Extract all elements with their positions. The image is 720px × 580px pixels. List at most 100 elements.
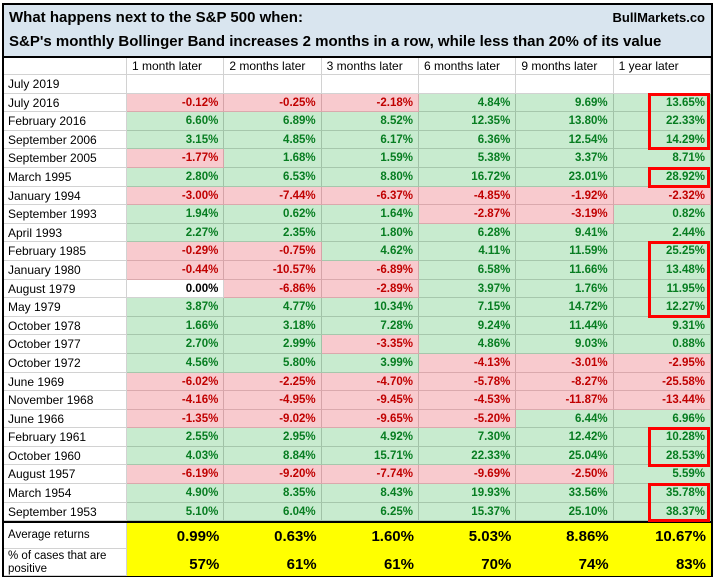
value-cell: -4.85% [418,186,517,206]
table-row: September 2006 3.15% 4.85% 6.17% 6.36% 12.54%… [4,130,711,150]
value-cell: 3.99% [321,353,419,373]
value-cell: 0.88% [613,335,711,354]
value-cell: -6.89% [321,260,419,280]
table-row: September 1993 1.94% 0.62% 1.64% -2.87% -3.19… [4,205,711,224]
value-cell: 8.84% [224,446,322,466]
summary-value-cell: 10.67% [613,523,711,550]
date-cell: July 2019 [4,75,127,94]
value-cell: 5.38% [418,149,517,168]
value-cell: 3.37% [516,149,614,168]
value-cell: 38.37% [613,502,711,522]
value-cell: 6.96% [613,409,711,429]
value-cell: -4.70% [321,372,419,392]
date-cell: February 1961 [4,428,127,447]
value-cell [321,75,419,94]
value-cell: -6.37% [321,186,419,206]
value-cell: -3.00% [127,186,225,206]
value-cell: 2.70% [127,335,225,354]
value-cell: -2.32% [613,186,711,206]
value-cell: 1.76% [516,279,614,299]
summary-rows: Average returns 0.99% 0.63% 1.60% 5.03% 8.86%… [4,523,711,577]
value-cell: -6.19% [127,465,225,485]
value-cell: 4.90% [127,484,225,503]
summary-label: Average returns [4,523,127,550]
value-cell: 5.59% [613,465,711,485]
value-cell: 28.53% [613,446,711,466]
value-cell: -4.13% [418,353,517,373]
value-cell: -7.74% [321,465,419,485]
date-cell: August 1957 [4,465,127,485]
table-row: May 1979 3.87% 4.77% 10.34% 7.15% 14.72% 12.27… [4,298,711,317]
table-row: March 1995 2.80% 6.53% 8.80% 16.72% 23.01% 28.… [4,167,711,187]
column-header: 1 month later [127,58,225,75]
value-cell: -0.29% [127,242,225,261]
value-cell: 6.53% [224,167,322,187]
value-cell: 7.28% [321,316,419,336]
returns-table: 1 month later 2 months later 3 months late… [4,58,711,577]
value-cell: 12.54% [516,130,614,150]
value-cell: 10.28% [613,428,711,447]
value-cell: 14.29% [613,130,711,150]
value-cell: 1.80% [321,223,419,243]
value-cell: 22.33% [613,112,711,131]
value-cell: -9.69% [418,465,517,485]
value-cell: 11.66% [516,260,614,280]
value-cell [418,75,517,94]
summary-value-cell: 83% [613,549,711,577]
table-row: August 1979 0.00% -6.86% -2.89% 3.97% 1.76% 11… [4,279,711,299]
value-cell: 16.72% [418,167,517,187]
value-cell: -2.89% [321,279,419,299]
date-cell: March 1995 [4,167,127,187]
value-cell: -2.25% [224,372,322,392]
value-cell: -3.19% [516,205,614,224]
value-cell: -11.87% [516,391,614,410]
date-cell: September 1953 [4,502,127,522]
corner-cell [4,58,127,75]
value-cell [516,75,614,94]
date-cell: October 1972 [4,353,127,373]
value-cell: 9.41% [516,223,614,243]
value-cell: 3.97% [418,279,517,299]
value-cell: 8.80% [321,167,419,187]
table-row: January 1980 -0.44% -10.57% -6.89% 6.58% 11.6… [4,260,711,280]
value-cell: 2.55% [127,428,225,447]
summary-value-cell: 8.86% [516,523,614,550]
value-cell: -9.02% [224,409,322,429]
value-cell: -9.45% [321,391,419,410]
date-cell: September 2006 [4,130,127,150]
value-cell: -0.12% [127,93,225,113]
table-row: October 1978 1.66% 3.18% 7.28% 9.24% 11.44% 9.… [4,316,711,336]
value-cell: 6.58% [418,260,517,280]
value-cell: -13.44% [613,391,711,410]
value-cell: 3.18% [224,316,322,336]
table-row: February 1961 2.55% 2.95% 4.92% 7.30% 12.42% 1… [4,428,711,447]
date-cell: September 1993 [4,205,127,224]
value-cell: -0.75% [224,242,322,261]
column-header: 3 months later [321,58,419,75]
value-cell: 3.87% [127,298,225,317]
value-cell: 1.64% [321,205,419,224]
value-cell: -5.20% [418,409,517,429]
value-cell: -2.18% [321,93,419,113]
table-row: January 1994 -3.00% -7.44% -6.37% -4.85% -1.9… [4,186,711,206]
returns-table-sheet: What happens next to the S&P 500 when: B… [2,3,713,577]
table-row: August 1957 -6.19% -9.20% -7.74% -9.69% -2.50… [4,465,711,485]
table-row: September 2005 -1.77% 1.68% 1.59% 5.38% 3.37%… [4,149,711,168]
value-cell: 13.48% [613,260,711,280]
summary-value-cell: 1.60% [321,523,419,550]
value-cell: 6.04% [224,502,322,522]
value-cell: 1.68% [224,149,322,168]
value-cell: 8.35% [224,484,322,503]
summary-value-cell: 5.03% [418,523,517,550]
value-cell: 6.60% [127,112,225,131]
date-cell: September 2005 [4,149,127,168]
date-cell: February 2016 [4,112,127,131]
value-cell: 9.31% [613,316,711,336]
value-cell: 6.25% [321,502,419,522]
column-header: 1 year later [613,58,711,75]
date-cell: June 1969 [4,372,127,392]
value-cell: 2.35% [224,223,322,243]
date-cell: January 1994 [4,186,127,206]
table-row: July 2016 -0.12% -0.25% -2.18% 4.84% 9.69% 13.… [4,93,711,113]
summary-value-cell: 74% [516,549,614,577]
